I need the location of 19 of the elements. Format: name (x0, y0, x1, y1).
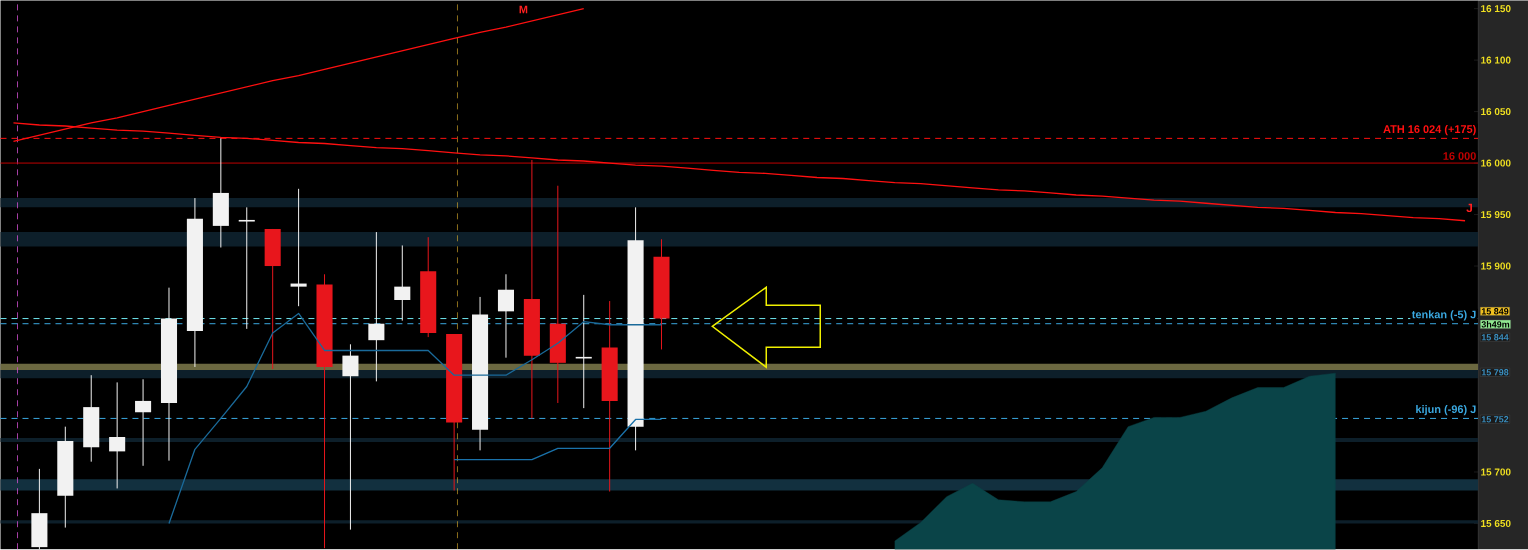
y-tick-label: 15 700 (1481, 468, 1511, 476)
y-tick-label: 16 100 (1481, 56, 1511, 64)
y-tick-label: 15 650 (1481, 520, 1511, 528)
y-tick-label: 16 150 (1481, 5, 1511, 13)
y-tick-label: 16 000 (1481, 159, 1511, 167)
ref-line-label: tenkan (-5) J (1411, 310, 1476, 321)
text: 15 844 (1481, 334, 1509, 341)
text: 3h49m (1481, 321, 1510, 328)
y-tick-label: 15 900 (1481, 262, 1511, 270)
text: 15 849 (1481, 308, 1509, 315)
y-tick-label: 16 050 (1481, 108, 1511, 116)
ref-line-label: 16 000 (1443, 152, 1476, 161)
ref-line-label: ATH 16 024 (+175) (1383, 125, 1476, 136)
y-tick-label: 15 950 (1481, 211, 1511, 219)
ref-line-label: kijun (-96) J (1416, 405, 1476, 416)
text: 15 798 (1481, 369, 1509, 376)
annotation: M (519, 5, 528, 14)
text: 15 752 (1481, 416, 1509, 423)
annotation: J (1466, 203, 1473, 213)
